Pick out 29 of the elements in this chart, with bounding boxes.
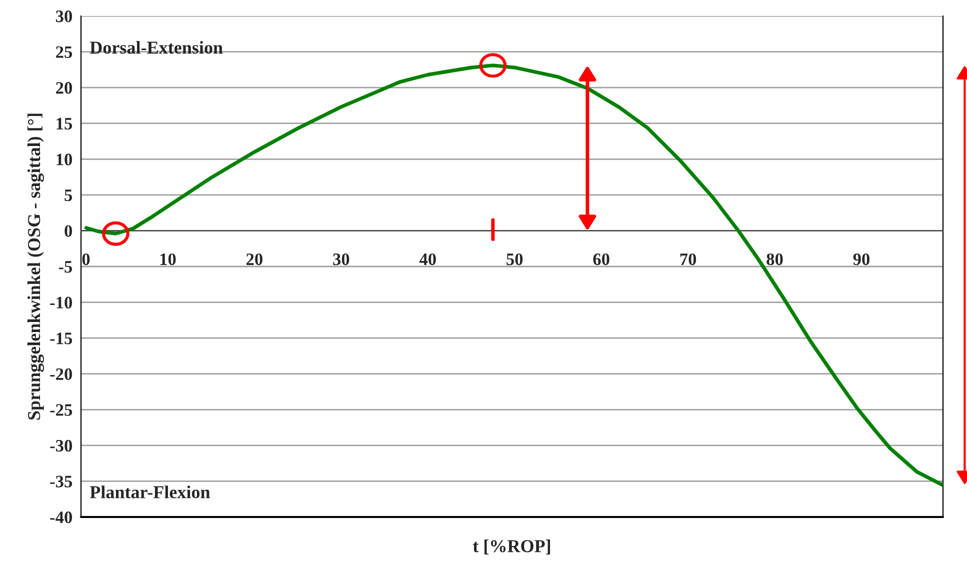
- y-tick-label: -20: [50, 368, 72, 380]
- x-tick-label: 30: [333, 253, 350, 266]
- y-tick-label: 0: [64, 225, 72, 237]
- x-tick-label: 40: [419, 253, 436, 266]
- y-tick-label: 5: [64, 190, 72, 202]
- y-axis-title: Sprunggelenkwinkel (OSG - sagittal) [°]: [27, 114, 44, 420]
- x-tick-label: 0: [82, 253, 90, 266]
- y-tick-label: -5: [58, 261, 72, 273]
- x-tick-label: 80: [766, 253, 783, 266]
- y-tick-label: -25: [50, 404, 72, 416]
- y-tick-label: -35: [50, 476, 72, 488]
- y-tick-label: 15: [56, 118, 72, 130]
- annotation: Plantar-Flexion: [90, 486, 210, 498]
- y-tick-label: -30: [50, 440, 72, 452]
- y-tick-label: 10: [56, 154, 72, 166]
- y-tick-label: 25: [56, 46, 72, 58]
- y-tick-label: -15: [50, 332, 72, 344]
- x-tick-label: 50: [506, 253, 523, 266]
- x-tick-label: 10: [160, 253, 176, 266]
- y-tick-label: 30: [56, 10, 72, 22]
- x-tick-label: 60: [593, 253, 610, 266]
- y-tick-label: -40: [50, 511, 72, 524]
- y-tick-label: 20: [56, 82, 72, 94]
- x-tick-label: 70: [680, 253, 696, 266]
- y-tick-label: -10: [50, 296, 72, 308]
- x-tick-label: 20: [246, 253, 262, 266]
- x-axis-title: t [%ROP]: [472, 540, 550, 554]
- annotation: Dorsal-Extension: [90, 41, 223, 54]
- x-tick-label: 90: [853, 253, 870, 266]
